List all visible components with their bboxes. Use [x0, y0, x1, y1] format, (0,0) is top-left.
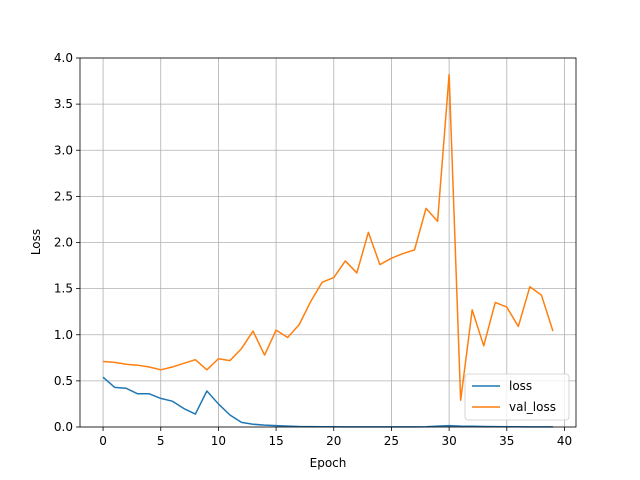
- y-tick-label: 3.0: [54, 143, 73, 157]
- x-axis-label: Epoch: [310, 456, 347, 470]
- grid: [80, 57, 576, 428]
- y-tick-label: 1.5: [54, 282, 73, 296]
- y-tick-label: 3.5: [54, 97, 73, 111]
- legend: loss val_loss: [464, 373, 570, 421]
- x-tick-label: 0: [99, 434, 107, 448]
- y-tick-label: 2.5: [54, 189, 73, 203]
- x-tick-label: 35: [499, 434, 514, 448]
- y-tick-label: 2.0: [54, 236, 73, 250]
- y-axis-ticks: 0.0 0.5 1.0 1.5 2.0 2.5 3.0 3.5 4.0: [54, 51, 80, 434]
- y-axis-label: Loss: [29, 229, 43, 255]
- x-tick-label: 40: [557, 434, 572, 448]
- x-tick-label: 10: [211, 434, 226, 448]
- legend-label: val_loss: [509, 400, 556, 414]
- x-tick-label: 25: [384, 434, 399, 448]
- x-tick-label: 20: [326, 434, 341, 448]
- y-tick-label: 0.5: [54, 374, 73, 388]
- y-tick-label: 0.0: [54, 420, 73, 434]
- x-axis-ticks: 0 5 10 15 20 25 30 35 40: [99, 427, 572, 448]
- x-tick-label: 30: [441, 434, 456, 448]
- y-tick-label: 4.0: [54, 51, 73, 65]
- x-tick-label: 15: [268, 434, 283, 448]
- x-tick-label: 5: [157, 434, 165, 448]
- series-line-val-loss: [103, 73, 554, 401]
- y-tick-label: 1.0: [54, 328, 73, 342]
- legend-label: loss: [509, 379, 532, 393]
